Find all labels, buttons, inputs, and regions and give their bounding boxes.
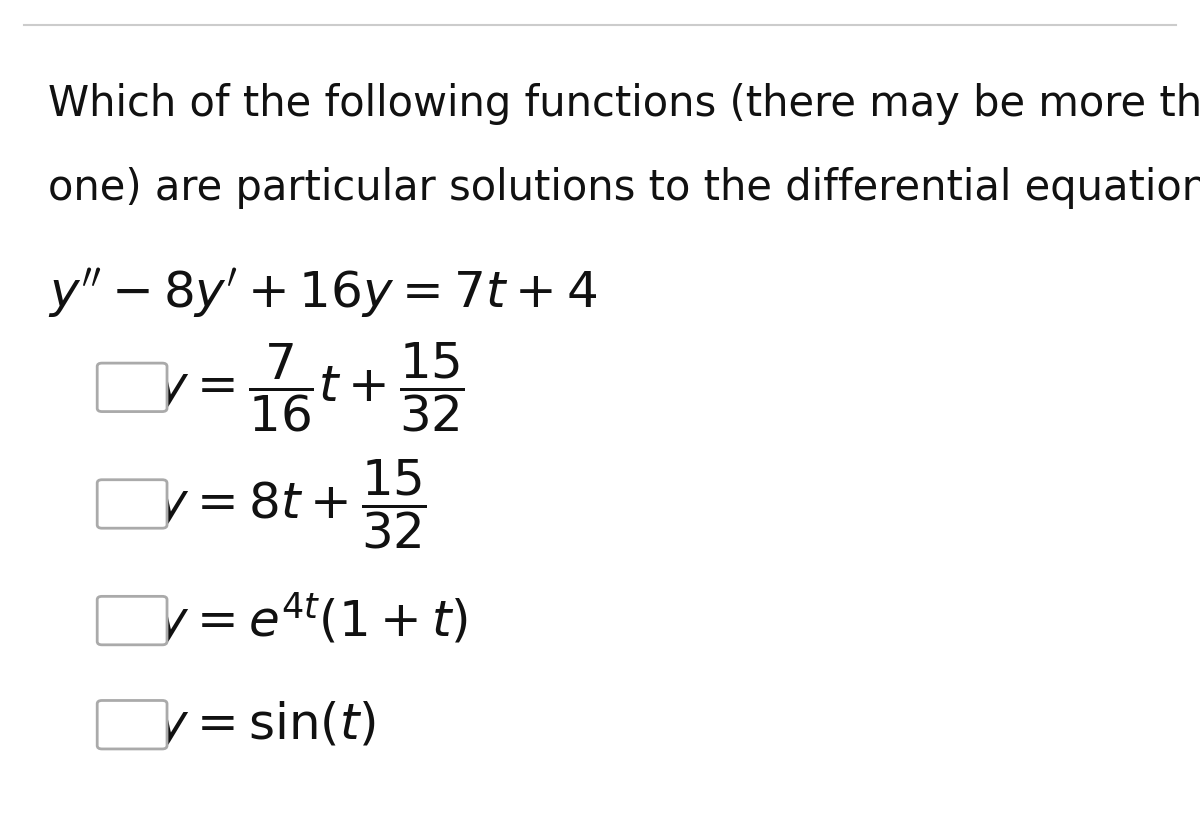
Text: $y = e^{4t}(1 + t)$: $y = e^{4t}(1 + t)$ [156, 591, 468, 651]
Text: Which of the following functions (there may be more than: Which of the following functions (there … [48, 83, 1200, 125]
FancyBboxPatch shape [97, 701, 167, 749]
Text: $y = \sin(t)$: $y = \sin(t)$ [156, 699, 376, 751]
Text: $y = \dfrac{7}{16}t + \dfrac{15}{32}$: $y = \dfrac{7}{16}t + \dfrac{15}{32}$ [156, 341, 464, 434]
FancyBboxPatch shape [97, 596, 167, 645]
FancyBboxPatch shape [97, 480, 167, 528]
Text: $y^{\prime\prime} - 8y^{\prime} + 16y = 7t + 4$: $y^{\prime\prime} - 8y^{\prime} + 16y = … [48, 267, 598, 320]
FancyBboxPatch shape [97, 363, 167, 412]
Text: one) are particular solutions to the differential equation:: one) are particular solutions to the dif… [48, 167, 1200, 208]
Text: $y = 8t + \dfrac{15}{32}$: $y = 8t + \dfrac{15}{32}$ [156, 457, 427, 551]
